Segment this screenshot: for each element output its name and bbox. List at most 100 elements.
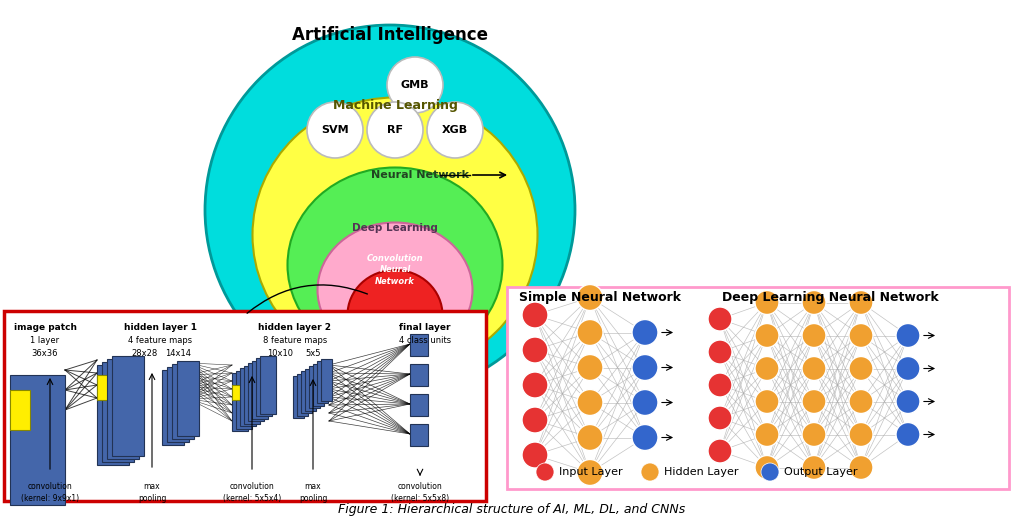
Circle shape bbox=[632, 390, 658, 415]
Circle shape bbox=[802, 357, 826, 381]
Text: RF: RF bbox=[387, 125, 403, 135]
Circle shape bbox=[802, 390, 826, 414]
Circle shape bbox=[708, 373, 732, 397]
Text: 5x5: 5x5 bbox=[305, 349, 321, 358]
Text: max
pooling: max pooling bbox=[138, 482, 166, 503]
Text: 10x10: 10x10 bbox=[267, 349, 293, 358]
Circle shape bbox=[522, 337, 548, 363]
Bar bbox=[309, 366, 319, 408]
Circle shape bbox=[896, 390, 920, 414]
Bar bbox=[177, 361, 199, 436]
Text: Simple Neural Network: Simple Neural Network bbox=[519, 290, 681, 303]
Bar bbox=[106, 359, 139, 459]
Bar bbox=[410, 394, 428, 416]
Text: 4 feature maps: 4 feature maps bbox=[128, 336, 193, 345]
Bar bbox=[162, 370, 184, 445]
Circle shape bbox=[849, 423, 873, 447]
Text: Output Layer: Output Layer bbox=[784, 467, 857, 477]
Text: Convolution
Neural
Network: Convolution Neural Network bbox=[367, 254, 423, 286]
Text: 14x14: 14x14 bbox=[165, 349, 191, 358]
Circle shape bbox=[708, 439, 732, 463]
Circle shape bbox=[849, 324, 873, 347]
Circle shape bbox=[708, 307, 732, 331]
Circle shape bbox=[632, 320, 658, 346]
Circle shape bbox=[802, 324, 826, 347]
Text: Hidden Layer: Hidden Layer bbox=[664, 467, 738, 477]
Text: final layer: final layer bbox=[399, 323, 451, 332]
Text: hidden layer 2: hidden layer 2 bbox=[258, 323, 332, 332]
Circle shape bbox=[755, 456, 779, 480]
Circle shape bbox=[896, 357, 920, 381]
Circle shape bbox=[755, 357, 779, 381]
Circle shape bbox=[802, 423, 826, 447]
Circle shape bbox=[522, 372, 548, 398]
Text: 4 class units: 4 class units bbox=[399, 336, 451, 345]
Circle shape bbox=[427, 102, 483, 158]
Bar bbox=[97, 365, 129, 465]
Circle shape bbox=[896, 324, 920, 347]
FancyBboxPatch shape bbox=[507, 287, 1009, 489]
Text: convolution
(kernel: 5x5x4): convolution (kernel: 5x5x4) bbox=[223, 482, 282, 503]
Text: max
pooling: max pooling bbox=[299, 482, 328, 503]
Bar bbox=[301, 371, 312, 413]
Bar bbox=[240, 368, 256, 426]
Circle shape bbox=[849, 290, 873, 314]
Text: 36x36: 36x36 bbox=[32, 349, 58, 358]
Text: GMB: GMB bbox=[400, 80, 429, 90]
Circle shape bbox=[708, 340, 732, 364]
Text: Artificial Intelligence: Artificial Intelligence bbox=[292, 26, 488, 44]
Bar bbox=[256, 358, 272, 416]
Circle shape bbox=[802, 456, 826, 480]
Circle shape bbox=[577, 355, 603, 381]
Ellipse shape bbox=[317, 222, 472, 358]
Circle shape bbox=[522, 302, 548, 328]
Text: XGB: XGB bbox=[442, 125, 468, 135]
Bar bbox=[410, 364, 428, 386]
Circle shape bbox=[577, 425, 603, 450]
Bar bbox=[232, 373, 248, 431]
Ellipse shape bbox=[347, 270, 442, 360]
Circle shape bbox=[536, 463, 554, 481]
Bar bbox=[321, 358, 332, 401]
Ellipse shape bbox=[253, 97, 538, 372]
Circle shape bbox=[577, 390, 603, 415]
Text: SVM: SVM bbox=[322, 125, 349, 135]
Bar bbox=[236, 370, 252, 428]
Bar bbox=[293, 376, 304, 418]
Bar bbox=[305, 369, 316, 411]
Text: 28x28: 28x28 bbox=[132, 349, 158, 358]
Circle shape bbox=[896, 423, 920, 447]
Circle shape bbox=[849, 456, 873, 480]
Ellipse shape bbox=[205, 25, 575, 395]
Circle shape bbox=[577, 320, 603, 346]
Text: Deep Learning Neural Network: Deep Learning Neural Network bbox=[722, 290, 938, 303]
Bar bbox=[172, 364, 194, 439]
Circle shape bbox=[632, 425, 658, 450]
Bar bbox=[410, 424, 428, 446]
Circle shape bbox=[387, 57, 443, 113]
Circle shape bbox=[641, 463, 659, 481]
Text: Machine Learning: Machine Learning bbox=[333, 98, 458, 111]
Bar bbox=[167, 367, 189, 442]
Text: hidden layer 1: hidden layer 1 bbox=[124, 323, 197, 332]
Circle shape bbox=[761, 463, 779, 481]
Bar bbox=[97, 375, 109, 400]
Bar bbox=[10, 390, 30, 430]
Circle shape bbox=[577, 460, 603, 485]
Circle shape bbox=[632, 355, 658, 381]
Circle shape bbox=[577, 285, 603, 311]
Text: 1 layer: 1 layer bbox=[31, 336, 59, 345]
Bar bbox=[297, 373, 308, 415]
Bar bbox=[244, 366, 260, 424]
Bar bbox=[317, 361, 328, 403]
Bar bbox=[10, 375, 65, 505]
Circle shape bbox=[755, 423, 779, 447]
Text: Neural Network: Neural Network bbox=[371, 170, 469, 180]
Circle shape bbox=[367, 102, 423, 158]
Circle shape bbox=[755, 390, 779, 414]
Circle shape bbox=[522, 407, 548, 433]
Text: Figure 1: Hierarchical structure of AI, ML, DL, and CNNs: Figure 1: Hierarchical structure of AI, … bbox=[338, 504, 686, 517]
Circle shape bbox=[849, 390, 873, 414]
Ellipse shape bbox=[288, 167, 503, 362]
Text: convolution
(kernel: 5x5x8): convolution (kernel: 5x5x8) bbox=[391, 482, 450, 503]
